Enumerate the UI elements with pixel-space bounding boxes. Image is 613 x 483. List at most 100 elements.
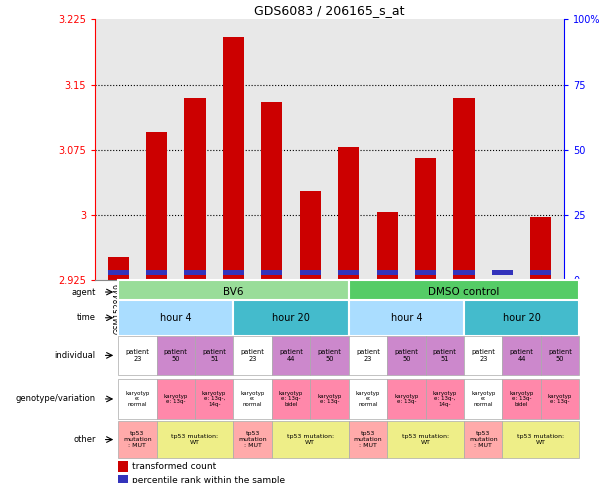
Bar [118, 461, 128, 472]
Text: karyotyp
e: 13q-: karyotyp e: 13q- [164, 394, 188, 404]
Text: tp53
mutation
: MUT: tp53 mutation : MUT [123, 431, 151, 448]
Text: karyotyp
e: 13q-
bidel: karyotyp e: 13q- bidel [279, 391, 303, 407]
Bar [107, 256, 129, 280]
Text: transformed count: transformed count [132, 462, 216, 471]
Text: karyotyp
e: 13q-,
14q-: karyotyp e: 13q-, 14q- [202, 391, 226, 407]
Bar [310, 379, 349, 419]
Text: karyotyp
e: 13q-
bidel: karyotyp e: 13q- bidel [509, 391, 534, 407]
Bar [387, 421, 464, 458]
Bar [234, 336, 272, 375]
Bar [118, 280, 349, 304]
Bar [530, 217, 552, 280]
Bar [185, 270, 205, 275]
Text: patient
50: patient 50 [394, 349, 418, 362]
Bar [118, 300, 234, 336]
Text: karyotyp
e:
normal: karyotyp e: normal [356, 391, 380, 407]
Bar [261, 102, 283, 280]
Bar [272, 421, 349, 458]
Text: karyotyp
e:
normal: karyotyp e: normal [240, 391, 265, 407]
Text: agent: agent [71, 287, 96, 297]
Bar [425, 336, 464, 375]
Bar [107, 270, 129, 275]
Bar [492, 270, 513, 275]
Text: karyotyp
e: 13q-: karyotyp e: 13q- [548, 394, 573, 404]
Text: karyotyp
e: 13q-,
14q-: karyotyp e: 13q-, 14q- [433, 391, 457, 407]
Text: DMSO control: DMSO control [428, 287, 500, 297]
Text: individual: individual [55, 351, 96, 360]
Bar [234, 379, 272, 419]
Bar [541, 336, 579, 375]
Bar [118, 475, 128, 483]
Bar [464, 336, 503, 375]
Bar [223, 270, 244, 275]
Text: tp53
mutation
: MUT: tp53 mutation : MUT [354, 431, 383, 448]
Text: tp53
mutation
: MUT: tp53 mutation : MUT [469, 431, 498, 448]
Bar [338, 147, 359, 280]
Bar [272, 336, 310, 375]
Text: genotype/variation: genotype/variation [16, 395, 96, 403]
Text: hour 20: hour 20 [272, 313, 310, 323]
Bar [338, 270, 359, 275]
Bar [415, 158, 436, 280]
Bar [223, 37, 244, 280]
Bar [349, 379, 387, 419]
Text: hour 4: hour 4 [160, 313, 191, 323]
Bar [376, 270, 398, 275]
Text: patient
23: patient 23 [356, 349, 380, 362]
Bar [464, 379, 503, 419]
Text: karyotyp
e: 13q-: karyotyp e: 13q- [394, 394, 419, 404]
Bar [146, 270, 167, 275]
Bar [300, 191, 321, 280]
Text: tp53
mutation
: MUT: tp53 mutation : MUT [238, 431, 267, 448]
Text: karyotyp
e: 13q-: karyotyp e: 13q- [318, 394, 341, 404]
Bar [300, 270, 321, 275]
Text: patient
50: patient 50 [548, 349, 572, 362]
Bar [185, 98, 205, 280]
Text: patient
44: patient 44 [510, 349, 533, 362]
Text: hour 20: hour 20 [503, 313, 541, 323]
Text: patient
44: patient 44 [279, 349, 303, 362]
Text: patient
23: patient 23 [241, 349, 265, 362]
Text: patient
51: patient 51 [202, 349, 226, 362]
Text: patient
23: patient 23 [471, 349, 495, 362]
Bar [349, 280, 579, 304]
Bar [503, 421, 579, 458]
Text: tp53 mutation:
WT: tp53 mutation: WT [287, 434, 334, 445]
Text: karyotyp
e:
normal: karyotyp e: normal [471, 391, 495, 407]
Bar [234, 421, 272, 458]
Bar [387, 336, 425, 375]
Title: GDS6083 / 206165_s_at: GDS6083 / 206165_s_at [254, 4, 405, 17]
Bar [349, 421, 387, 458]
Bar [349, 336, 387, 375]
Bar [454, 98, 474, 280]
Bar [310, 336, 349, 375]
Text: BV6: BV6 [223, 287, 243, 297]
Text: patient
50: patient 50 [164, 349, 188, 362]
Bar [156, 379, 195, 419]
Bar [156, 421, 234, 458]
Bar [234, 300, 349, 336]
Bar [415, 270, 436, 275]
Text: hour 4: hour 4 [390, 313, 422, 323]
Bar [503, 336, 541, 375]
Bar [464, 300, 579, 336]
Bar [118, 421, 156, 458]
Bar [376, 213, 398, 280]
Bar [387, 379, 425, 419]
Bar [464, 421, 503, 458]
Text: percentile rank within the sample: percentile rank within the sample [132, 476, 284, 483]
Text: karyotyp
e:
normal: karyotyp e: normal [125, 391, 150, 407]
Bar [541, 379, 579, 419]
Bar [503, 379, 541, 419]
Bar [272, 379, 310, 419]
Text: tp53 mutation:
WT: tp53 mutation: WT [517, 434, 565, 445]
Text: other: other [74, 435, 96, 444]
Bar [195, 336, 234, 375]
Text: time: time [77, 313, 96, 322]
Bar [349, 300, 464, 336]
Bar [118, 336, 156, 375]
Text: patient
50: patient 50 [318, 349, 341, 362]
Text: tp53 mutation:
WT: tp53 mutation: WT [402, 434, 449, 445]
Bar [156, 336, 195, 375]
Bar [195, 379, 234, 419]
